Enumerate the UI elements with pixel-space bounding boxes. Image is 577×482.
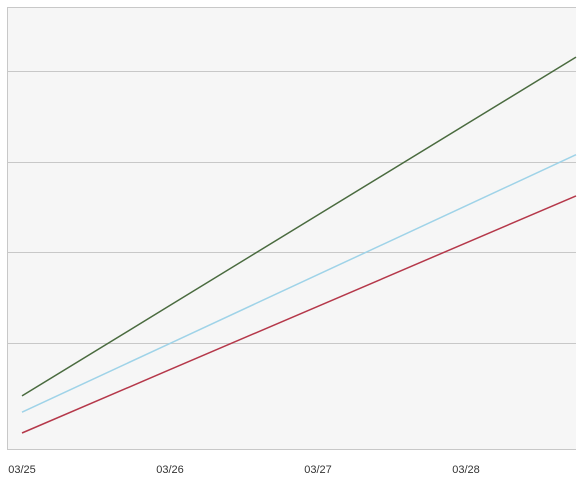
x-axis-tick-labels: 03/25 03/26 03/27 03/28 [8, 464, 480, 476]
plot-frame [7, 7, 576, 450]
plot-area [7, 7, 576, 450]
x-tick-label: 03/27 [304, 464, 332, 476]
series-lines [21, 56, 577, 434]
series-line-2 [21, 154, 577, 413]
series-line-3 [21, 195, 577, 434]
x-tick-label: 03/26 [156, 464, 184, 476]
x-tick-label: 03/28 [452, 464, 480, 476]
series-line-1 [21, 56, 577, 397]
gridlines [7, 71, 576, 344]
x-tick-label: 03/25 [8, 464, 36, 476]
